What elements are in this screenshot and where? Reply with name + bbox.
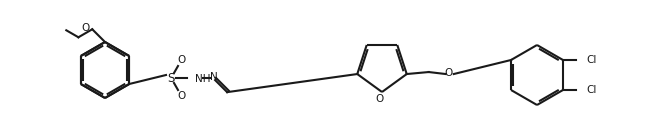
Text: Cl: Cl xyxy=(586,85,596,95)
Text: O: O xyxy=(376,94,384,104)
Text: O: O xyxy=(81,23,89,33)
Text: N: N xyxy=(210,72,218,82)
Text: NH: NH xyxy=(195,74,211,84)
Text: O: O xyxy=(444,68,453,78)
Text: S: S xyxy=(167,71,174,84)
Text: O: O xyxy=(178,55,186,65)
Text: Cl: Cl xyxy=(586,55,596,65)
Text: O: O xyxy=(178,91,186,101)
